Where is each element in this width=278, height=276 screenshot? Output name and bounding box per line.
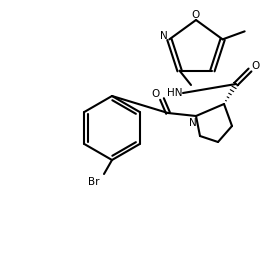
Text: N: N — [160, 31, 168, 41]
Text: O: O — [152, 89, 160, 99]
Text: N: N — [189, 118, 197, 128]
Text: Br: Br — [88, 177, 100, 187]
Text: O: O — [252, 61, 260, 71]
Text: O: O — [192, 10, 200, 20]
Text: HN: HN — [168, 88, 183, 98]
